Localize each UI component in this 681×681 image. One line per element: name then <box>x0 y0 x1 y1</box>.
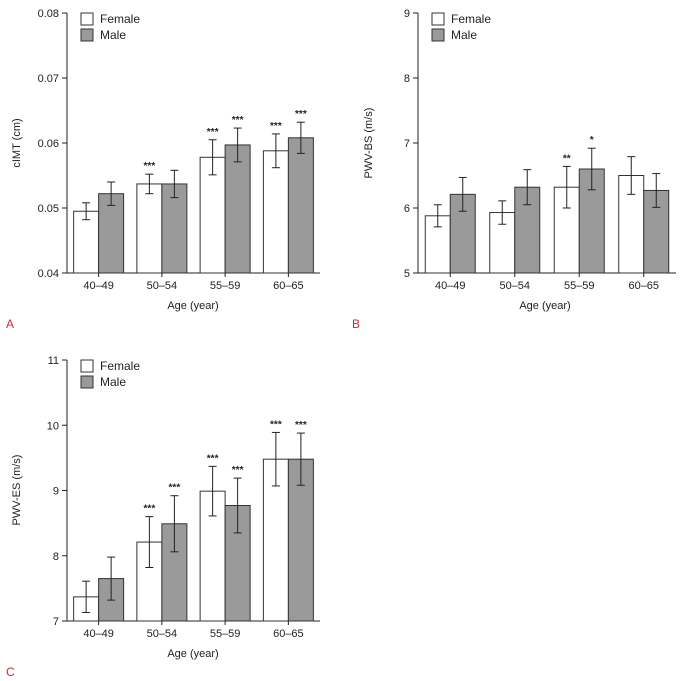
chart-panel-c: 7 8 9 10 11 PWV-ES (m/s) Age (year) 40–49 50–54 *… <box>6 355 320 679</box>
significance-marker: *** <box>144 504 156 515</box>
x-tick-label: 55–59 <box>210 628 241 640</box>
y-tick-label: 0.04 <box>38 268 59 280</box>
x-tick-label: 50–54 <box>147 280 178 292</box>
y-tick-label: 5 <box>404 268 410 280</box>
significance-marker: *** <box>232 465 244 476</box>
y-tick-label: 11 <box>48 355 59 367</box>
significance-marker: *** <box>295 109 307 120</box>
x-tick-label: 50–54 <box>499 280 530 292</box>
panel-letter: A <box>6 317 14 331</box>
male-bar <box>98 193 125 274</box>
y-tick-label: 0.05 <box>38 203 59 215</box>
significance-marker: *** <box>295 420 307 431</box>
y-tick-label: 8 <box>53 551 59 563</box>
x-tick-label: 55–59 <box>564 280 595 292</box>
y-tick-label: 7 <box>404 138 410 150</box>
chart-panel-a: 0.04 0.05 0.06 0.07 0.08 cIMT (cm) Age (year) 4… <box>6 8 320 331</box>
chart-panel-b: 5 6 7 8 9 PWV-BS (m/s) Age (year) 40–49 50–54 55–… <box>352 8 676 331</box>
female-bar <box>136 183 163 274</box>
y-axis-title: PWV-BS (m/s) <box>363 108 375 179</box>
significance-marker: *** <box>207 453 219 464</box>
x-axis-title: Age (year) <box>167 300 218 312</box>
x-axis-title: Age (year) <box>167 648 218 660</box>
y-tick-label: 9 <box>53 486 59 498</box>
significance-marker: * <box>590 135 594 146</box>
legend-label-female: Female <box>100 12 140 26</box>
y-tick-label: 0.06 <box>38 138 59 150</box>
legend-swatch-male <box>431 28 445 42</box>
x-tick-label: 60–65 <box>273 280 304 292</box>
y-axis-title: PWV-ES (m/s) <box>11 455 23 526</box>
legend-swatch-female <box>80 12 94 26</box>
x-tick-label: 40–49 <box>83 628 114 640</box>
y-tick-label: 6 <box>404 203 410 215</box>
x-tick-label: 60–65 <box>273 628 304 640</box>
legend-label-female: Female <box>100 359 140 373</box>
x-tick-label: 50–54 <box>147 628 178 640</box>
legend-label-male: Male <box>100 28 126 42</box>
legend-swatch-female <box>431 12 445 26</box>
x-tick-label: 40–49 <box>83 280 114 292</box>
significance-marker: *** <box>169 483 181 494</box>
female-bar <box>199 156 226 274</box>
significance-marker: *** <box>144 161 156 172</box>
legend-swatch-female <box>80 359 94 373</box>
legend-swatch-male <box>80 28 94 42</box>
male-bar <box>224 144 251 274</box>
significance-marker: ** <box>563 153 571 164</box>
y-tick-label: 8 <box>404 73 410 85</box>
x-tick-label: 55–59 <box>210 280 241 292</box>
legend-swatch-male <box>80 375 94 389</box>
female-bar <box>73 210 100 274</box>
y-axis-title: cIMT (cm) <box>11 118 23 167</box>
x-axis-title: Age (year) <box>519 300 570 312</box>
significance-marker: *** <box>207 127 219 138</box>
y-tick-label: 0.08 <box>38 8 59 20</box>
panel-letter: C <box>6 665 15 679</box>
male-bar <box>287 137 314 274</box>
significance-marker: *** <box>270 121 282 132</box>
significance-marker: *** <box>270 419 282 430</box>
y-tick-label: 7 <box>53 616 59 628</box>
x-tick-label: 60–65 <box>628 280 659 292</box>
legend-label-male: Male <box>451 28 477 42</box>
female-bar <box>262 150 289 274</box>
y-tick-label: 10 <box>47 420 59 432</box>
legend-label-male: Male <box>100 375 126 389</box>
male-bar <box>287 458 314 622</box>
x-tick-label: 40–49 <box>435 280 466 292</box>
y-tick-label: 0.07 <box>38 73 59 85</box>
significance-marker: *** <box>232 115 244 126</box>
y-tick-label: 9 <box>404 8 410 20</box>
legend-label-female: Female <box>451 12 491 26</box>
panel-letter: B <box>352 317 360 331</box>
